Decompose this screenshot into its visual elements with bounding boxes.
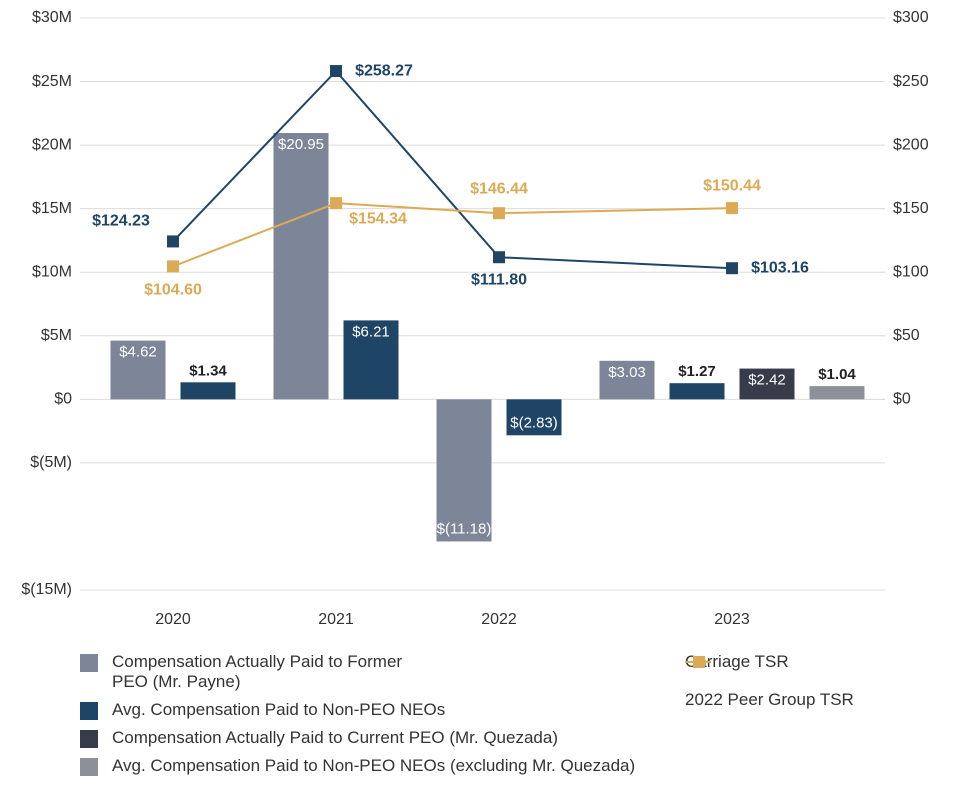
legend-item: Avg. Compensation Paid to Non-PEO NEOs (… (80, 756, 670, 776)
line (172, 69, 733, 270)
y-tick-label: $30M (32, 9, 72, 26)
legend: Carriage TSR 2022 Peer Group TSR (685, 652, 945, 728)
y2-tick-label: $250 (893, 73, 929, 90)
data-label: $104.60 (144, 282, 202, 299)
y2-tick-label: $200 (893, 136, 929, 153)
y-tick-label: $15M (32, 200, 72, 217)
line-marker (167, 260, 179, 273)
bar (599, 360, 655, 400)
legend-item: 2022 Peer Group TSR (685, 656, 945, 710)
data-label: $103.16 (751, 259, 809, 276)
line-marker (726, 202, 738, 215)
bar (273, 133, 329, 400)
legend-item: Compensation Actually Paid to Former PEO… (80, 652, 410, 692)
y-tick-label: $(5M) (30, 454, 72, 471)
data-label: $150.44 (703, 177, 761, 194)
legend-item: Carriage TSR (685, 652, 945, 672)
y-tick-label: $10M (32, 263, 72, 280)
bar (506, 399, 562, 436)
bar (343, 320, 399, 400)
y2-tick-label: $50 (893, 327, 920, 344)
bar (809, 386, 865, 400)
line-marker (493, 251, 505, 264)
chart: $(15M) $(5M) $0 $5M $10M $15M $20M $25M $30M $0 $5… (21, 9, 929, 628)
data-label: $146.44 (470, 180, 528, 197)
data-label: $154.34 (349, 210, 407, 227)
data-label: $1.34 (189, 362, 227, 379)
legend-marker (693, 656, 705, 668)
data-label: $(2.83) (510, 414, 558, 431)
bar (739, 368, 795, 400)
legend-item: Avg. Compensation Paid to Non-PEO NEOs (80, 700, 670, 720)
bar (180, 382, 236, 400)
data-label: $(11.18) (437, 520, 492, 537)
legend-label: Avg. Compensation Paid to Non-PEO NEOs (112, 700, 446, 719)
y-tick-label: $20M (32, 136, 72, 153)
y-tick-label: $(15M) (21, 581, 72, 598)
line-marker (167, 235, 179, 248)
x-tick-label: 2022 (481, 611, 517, 628)
legend-label: Carriage TSR (685, 652, 789, 671)
line-marker (330, 65, 342, 78)
y2-tick-label: $100 (893, 263, 929, 280)
legend-item: Compensation Actually Paid to Current PE… (80, 728, 670, 748)
data-label: $3.03 (608, 364, 646, 381)
legend: Compensation Actually Paid to Former PEO… (80, 652, 670, 784)
bar (110, 340, 166, 400)
line-marker (493, 207, 505, 220)
legend-swatch (80, 758, 98, 776)
data-label: $1.27 (678, 363, 716, 380)
data-label: $258.27 (355, 62, 413, 79)
legend-label: Avg. Compensation Paid to Non-PEO NEOs (… (112, 756, 636, 775)
data-label: $2.42 (748, 372, 786, 389)
legend-swatch (80, 654, 98, 672)
bar (669, 383, 725, 400)
x-tick-label: 2020 (155, 611, 191, 628)
data-label: $6.21 (352, 323, 390, 340)
legend-label: Compensation Actually Paid to Current PE… (112, 728, 558, 747)
y2-tick-label: $300 (893, 9, 929, 26)
data-label: $111.80 (471, 271, 527, 288)
line-marker (330, 197, 342, 210)
legend-label: 2022 Peer Group TSR (685, 690, 854, 709)
data-label: $4.62 (119, 344, 157, 361)
legend-label: Compensation Actually Paid to Former PEO… (112, 652, 403, 691)
bar (436, 399, 492, 542)
legend-swatch (80, 730, 98, 748)
y-tick-label: $5M (41, 327, 72, 344)
y-tick-label: $0 (54, 391, 72, 408)
legend-swatch (80, 702, 98, 720)
line-marker (726, 262, 738, 275)
y2-tick-label: $150 (893, 200, 929, 217)
y-tick-label: $25M (32, 73, 72, 90)
data-label: $1.04 (818, 366, 856, 383)
x-tick-label: 2023 (714, 611, 750, 628)
data-label: $124.23 (92, 213, 150, 230)
legend-swatch (685, 656, 711, 668)
x-tick-label: 2021 (318, 611, 354, 628)
line (172, 202, 733, 268)
data-label: $20.95 (278, 136, 324, 153)
y2-tick-label: $0 (893, 391, 911, 408)
